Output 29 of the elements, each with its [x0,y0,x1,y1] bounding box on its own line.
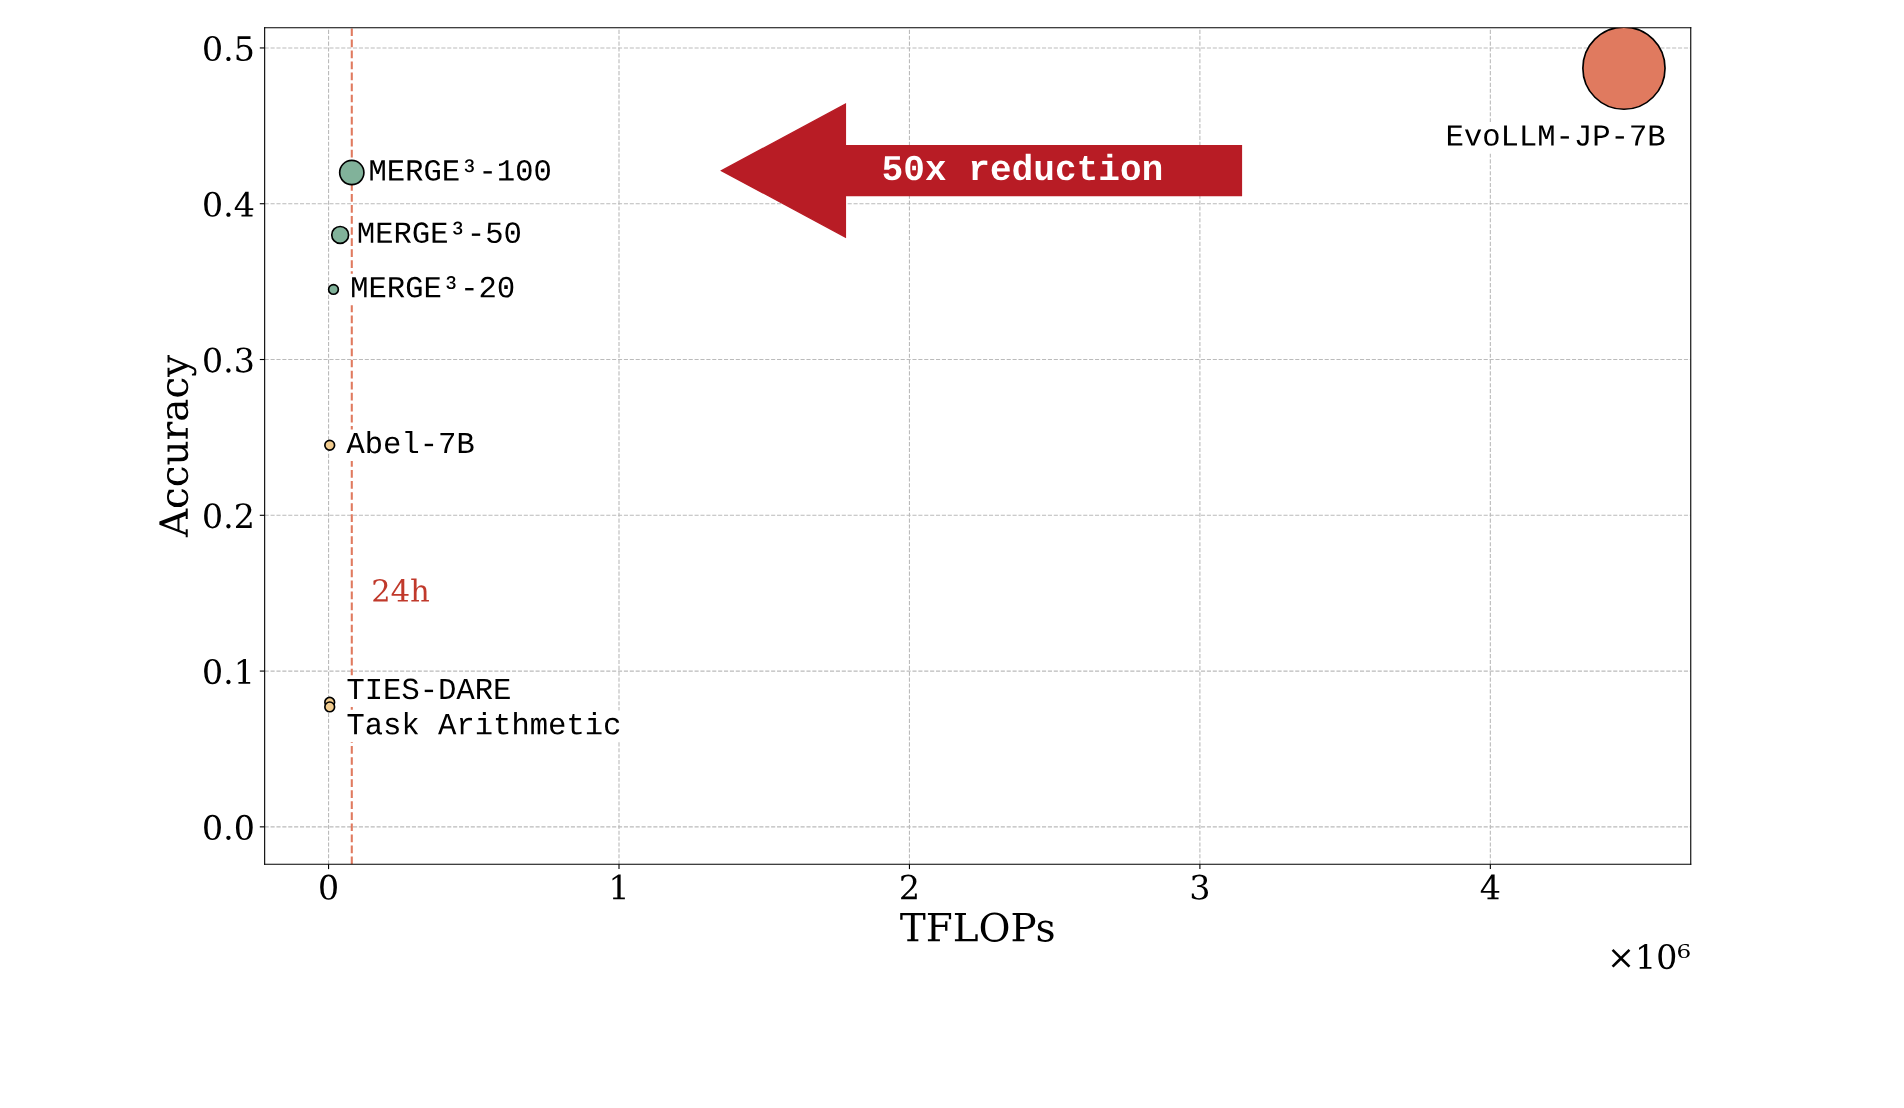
point [324,439,336,451]
y-tick-label: 0.5 [204,35,253,62]
y-axis-title: Accuracy [159,354,197,538]
y-tick-label: 0.3 [204,347,253,373]
y-tick-label: 0.2 [204,503,252,529]
y-tick-label: 0.4 [204,191,254,217]
series-label: MERGE³-100 [370,159,550,181]
series-label: TIES-DARE [347,678,510,700]
point [324,701,336,713]
annotation: 50x reduction [883,153,1162,181]
series-label: Task Arithmetic [347,712,620,735]
x-tick-label: 2 [901,874,917,900]
point [338,159,365,186]
text: ×10⁶ [1611,943,1690,970]
y-tick-label: 0.1 [204,659,251,685]
x-tick-label: 0 [320,874,337,900]
point [1582,27,1666,111]
series-label: Abel-7B [346,430,474,454]
x-axis-title: TFLOPs [900,912,1054,942]
point [327,283,340,296]
series-label: MERGE³-50 [358,221,520,244]
series-label: EvoLLM-JP-7B [1447,125,1665,146]
x-tick-label: 3 [1191,874,1209,900]
series-label: MERGE³-20 [352,276,514,298]
x-tick-label: 1 [612,874,625,900]
ref-line-label: 24h [373,578,429,602]
y-tick-label: 0.0 [204,814,253,840]
point [330,225,350,245]
x-tick-label: 4 [1480,874,1500,900]
